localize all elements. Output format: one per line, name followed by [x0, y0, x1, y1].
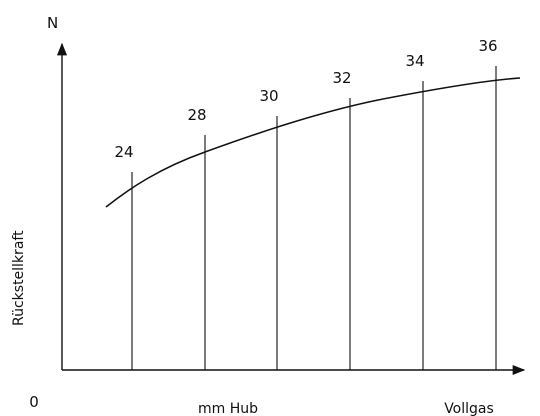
marker-label-34: 34 [405, 52, 424, 70]
marker-label-30: 30 [259, 87, 278, 105]
y-unit-label: N [47, 14, 58, 32]
x-axis-label: mm Hub [198, 401, 258, 416]
marker-label-28: 28 [187, 106, 206, 124]
marker-label-24: 24 [114, 143, 133, 161]
force-curve [105, 77, 521, 208]
y-axis-label: Rückstellkraft [11, 230, 27, 326]
marker-group: 24 28 30 32 34 36 [114, 37, 498, 370]
x-origin-label: 0 [29, 393, 39, 411]
marker-label-32: 32 [332, 69, 351, 87]
x-end-label: Vollgas [444, 401, 494, 416]
marker-label-36: 36 [478, 37, 497, 55]
